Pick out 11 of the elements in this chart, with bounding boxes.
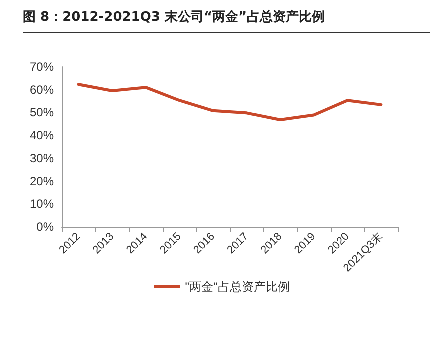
line-series [77, 83, 383, 122]
chart-title: 图 8：2012-2021Q3 末公司“两金”占总资产比例 [23, 8, 430, 33]
y-tick-label: 70% [30, 60, 54, 74]
y-tick-label: 30% [30, 151, 54, 166]
y-tick-label: 50% [30, 106, 54, 120]
y-tick-label: 20% [30, 174, 54, 188]
y-tick-label: 40% [30, 128, 54, 143]
legend-label: "两金"占总资产比例 [185, 280, 290, 294]
y-tick-label: 0% [36, 220, 54, 234]
y-tick-label: 60% [30, 82, 54, 97]
y-tick-label: 10% [30, 197, 54, 212]
